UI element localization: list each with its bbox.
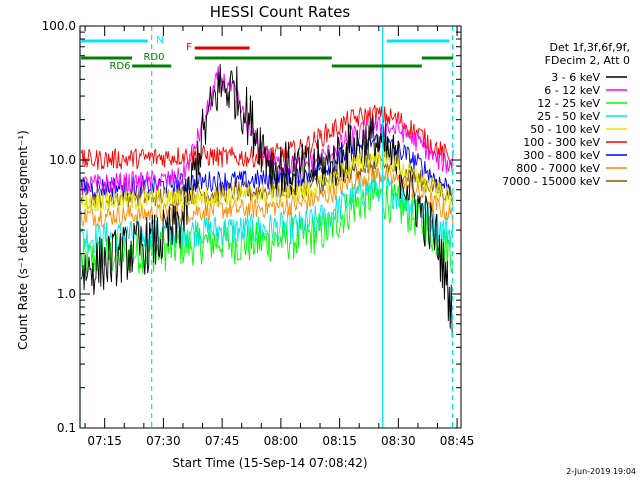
- series-line-3-6keV: [80, 63, 454, 338]
- series-line-50-100keV: [80, 150, 454, 214]
- x-tick-label: 08:30: [381, 434, 416, 448]
- legend-label: 100 - 300 keV: [523, 136, 600, 149]
- series-line-800-7000keV: [80, 164, 454, 228]
- y-tick-label: 1.0: [57, 287, 76, 301]
- x-axis-title: Start Time (15-Sep-14 07:08:42): [172, 456, 367, 470]
- legend-label: 800 - 7000 keV: [516, 162, 600, 175]
- chart-title: HESSI Count Rates: [210, 3, 351, 21]
- x-axis: 07:15 07:30 07:45 08:00 08:15 08:30 08:45: [84, 26, 475, 448]
- legend-header-line2: FDecim 2, Att 0: [545, 54, 630, 67]
- legend-label: 300 - 800 keV: [523, 149, 600, 162]
- series-line-12-25keV: [80, 174, 454, 275]
- x-tick-label: 08:00: [264, 434, 299, 448]
- legend-label: 25 - 50 keV: [537, 110, 600, 123]
- series-line-6-12keV: [81, 66, 454, 196]
- flag-label-rd6: RD6: [109, 61, 130, 72]
- legend-label: 7000 - 15000 keV: [502, 175, 600, 188]
- series-line-25-50keV: [80, 171, 454, 254]
- x-tick-label: 08:45: [440, 434, 475, 448]
- flag-label-f: F: [186, 42, 192, 53]
- legend-label: 50 - 100 keV: [530, 123, 600, 136]
- series-layer: [80, 63, 454, 338]
- flag-bars: N F RD0 RD6: [81, 35, 454, 72]
- y-tick-label: 10.0: [49, 153, 76, 167]
- flag-label-rd0: RD0: [143, 52, 164, 63]
- legend: Det 1f,3f,6f,9f, FDecim 2, Att 0 3 - 6 k…: [502, 41, 630, 188]
- legend-label: 6 - 12 keV: [544, 84, 600, 97]
- x-tick-label: 07:30: [146, 434, 181, 448]
- y-axis-title: Count Rate (s⁻¹ detector segment⁻¹): [16, 130, 30, 350]
- series-line-100-300keV: [80, 104, 454, 170]
- legend-label: 3 - 6 keV: [551, 71, 600, 84]
- x-tick-label: 07:15: [87, 434, 122, 448]
- y-tick-label: 0.1: [57, 421, 76, 435]
- flag-label-n: N: [156, 35, 163, 46]
- y-tick-label: 100.0: [42, 19, 76, 33]
- vertical-markers: [79, 26, 454, 428]
- legend-header-line1: Det 1f,3f,6f,9f,: [549, 41, 630, 54]
- x-tick-label: 07:45: [205, 434, 240, 448]
- x-tick-label: 08:15: [322, 434, 357, 448]
- plot-frame: [79, 25, 462, 429]
- footer-timestamp: 2-Jun-2019 19:04: [566, 467, 636, 476]
- y-axis: 0.1 1.0 10.0 100.0: [42, 19, 461, 435]
- legend-label: 12 - 25 keV: [537, 97, 600, 110]
- series-line-300-800keV: [80, 132, 454, 199]
